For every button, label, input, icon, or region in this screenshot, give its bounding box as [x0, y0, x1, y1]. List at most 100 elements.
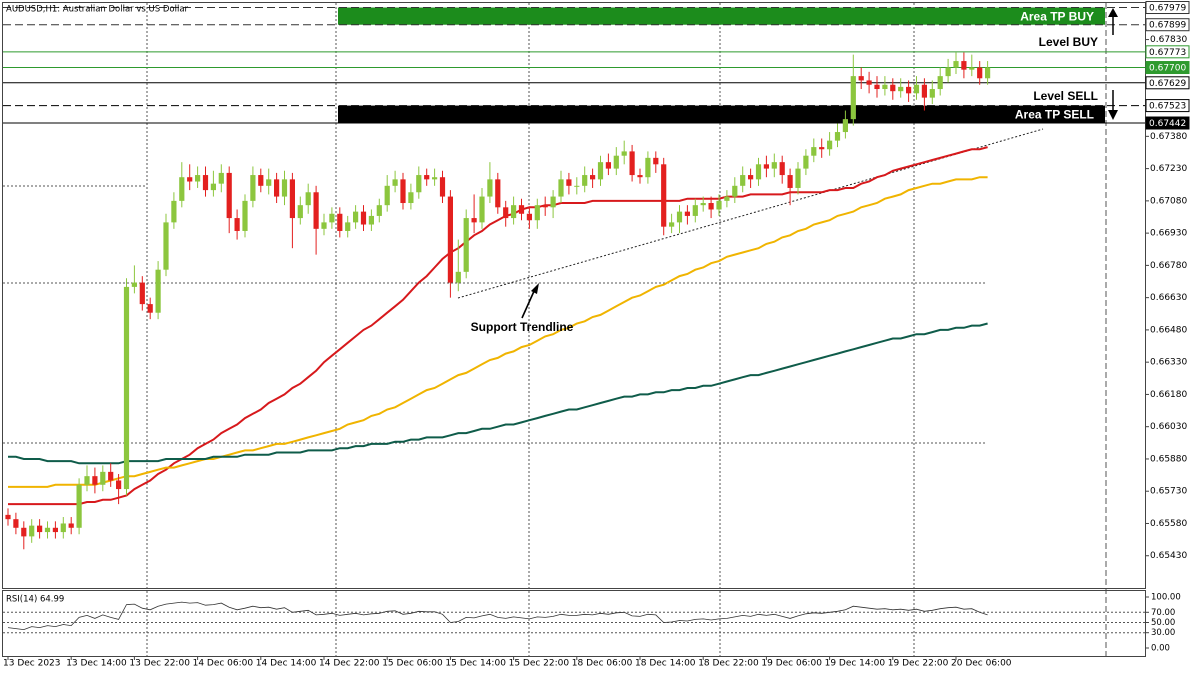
candle-body	[321, 222, 327, 229]
rsi-tick-label: 0.00	[1151, 644, 1170, 654]
moving-average	[8, 176, 988, 488]
candle-body	[313, 192, 319, 229]
x-tick-label: 19 Dec 06:00	[761, 659, 822, 669]
x-tick-label: 13 Dec 2023	[3, 659, 61, 669]
candle-body	[274, 179, 280, 197]
price-tag-label: 0.67442	[1149, 119, 1186, 129]
level-arrows	[1108, 8, 1118, 120]
candle-body	[171, 200, 177, 223]
x-tick-label: 13 Dec 14:00	[66, 659, 127, 669]
candle-body	[842, 119, 848, 133]
candle-body	[819, 147, 825, 150]
price-tag-label: 0.67899	[1149, 21, 1186, 31]
candle-body	[645, 157, 651, 178]
y-tick-label: 0.66180	[1150, 390, 1187, 400]
annotation-arrow	[521, 288, 536, 319]
candle-body	[360, 211, 367, 225]
candle-body	[582, 175, 588, 186]
candle-body	[376, 205, 382, 216]
rsi-tick-label: 100.00	[1151, 593, 1181, 603]
x-tick-label: 13 Dec 22:00	[129, 659, 190, 669]
candle-body	[748, 175, 754, 180]
candle-body	[985, 67, 991, 79]
candle-body	[439, 177, 446, 197]
price-tag	[1145, 61, 1190, 75]
candle-body	[13, 519, 19, 528]
candles	[5, 52, 991, 550]
candle-body	[866, 80, 872, 85]
candle-body	[76, 484, 82, 528]
zone-label: Area TP BUY	[1020, 9, 1094, 23]
moving-average	[8, 146, 988, 506]
candle-body	[218, 172, 224, 184]
candle-body	[100, 471, 106, 485]
candle-body	[52, 527, 58, 533]
candle-body	[44, 527, 51, 533]
price-tag-label: 0.67629	[1149, 79, 1186, 89]
candle-body	[858, 76, 864, 81]
candle-body	[37, 525, 43, 533]
moving-averages	[8, 146, 988, 506]
support-trendline	[457, 128, 1044, 299]
candle-body	[526, 213, 532, 221]
candle-body	[763, 164, 769, 169]
candle-body	[834, 132, 841, 141]
candle-body	[882, 84, 888, 90]
candle-body	[921, 84, 927, 98]
candle-body	[779, 162, 785, 176]
y-tick-label: 0.66630	[1150, 293, 1187, 303]
candle-body	[890, 84, 896, 92]
price-tag	[1145, 76, 1190, 90]
candle-body	[131, 282, 137, 287]
candle-body	[92, 476, 98, 485]
rsi-title: RSI(14) 64.99	[6, 595, 64, 605]
candle-body	[432, 177, 438, 180]
candle-body	[384, 185, 390, 206]
x-tick-label: 15 Dec 14:00	[445, 659, 506, 669]
candle-body	[621, 151, 627, 156]
y-tick-label: 0.67080	[1150, 196, 1187, 206]
y-tick-label: 0.66030	[1150, 422, 1187, 432]
x-tick-label: 14 Dec 14:00	[256, 659, 317, 669]
candle-body	[195, 175, 201, 182]
candle-body	[534, 205, 540, 221]
candle-body	[653, 157, 659, 165]
candle-body	[961, 61, 967, 70]
y-tick-label: 0.67830	[1150, 35, 1187, 45]
candle-body	[60, 523, 66, 533]
candle-body	[669, 222, 675, 227]
x-tick-label: 18 Dec 06:00	[572, 659, 633, 669]
price-tags: 0.67979 0.67899 0.67773 0.67700 0.67629 0.675…	[1145, 1, 1190, 130]
annotation: Support Trendline	[471, 283, 574, 334]
candle-body	[953, 61, 959, 68]
y-tick-label: 0.65580	[1150, 519, 1187, 529]
candle-body	[811, 147, 817, 156]
candle-body	[147, 304, 153, 313]
candle-body	[969, 67, 975, 70]
candle-body	[155, 269, 161, 313]
arrow-up-head	[1108, 8, 1118, 17]
price-tag	[1145, 18, 1190, 32]
price-tag-label: 0.67700	[1149, 64, 1186, 74]
candle-body	[605, 162, 611, 169]
chart-title: AUDUSD,H1: Australian Dollar vs US Dolla…	[6, 5, 189, 15]
candle-body	[210, 183, 216, 191]
candle-body	[906, 86, 912, 94]
candle-body	[692, 205, 698, 216]
zone	[338, 105, 1105, 124]
candle-body	[945, 67, 951, 77]
y-tick-label: 0.66780	[1150, 261, 1187, 271]
candle-body	[463, 218, 469, 272]
x-tick-label: 20 Dec 06:00	[951, 659, 1012, 669]
candle-body	[740, 175, 746, 186]
candle-body	[724, 196, 730, 201]
annotation-arrowhead	[531, 283, 539, 294]
candle-body	[550, 196, 556, 208]
y-tick-label: 0.67230	[1150, 164, 1187, 174]
zone	[338, 7, 1105, 25]
candle-body	[676, 211, 683, 223]
candle-body	[913, 84, 920, 94]
moving-average	[8, 322, 988, 465]
